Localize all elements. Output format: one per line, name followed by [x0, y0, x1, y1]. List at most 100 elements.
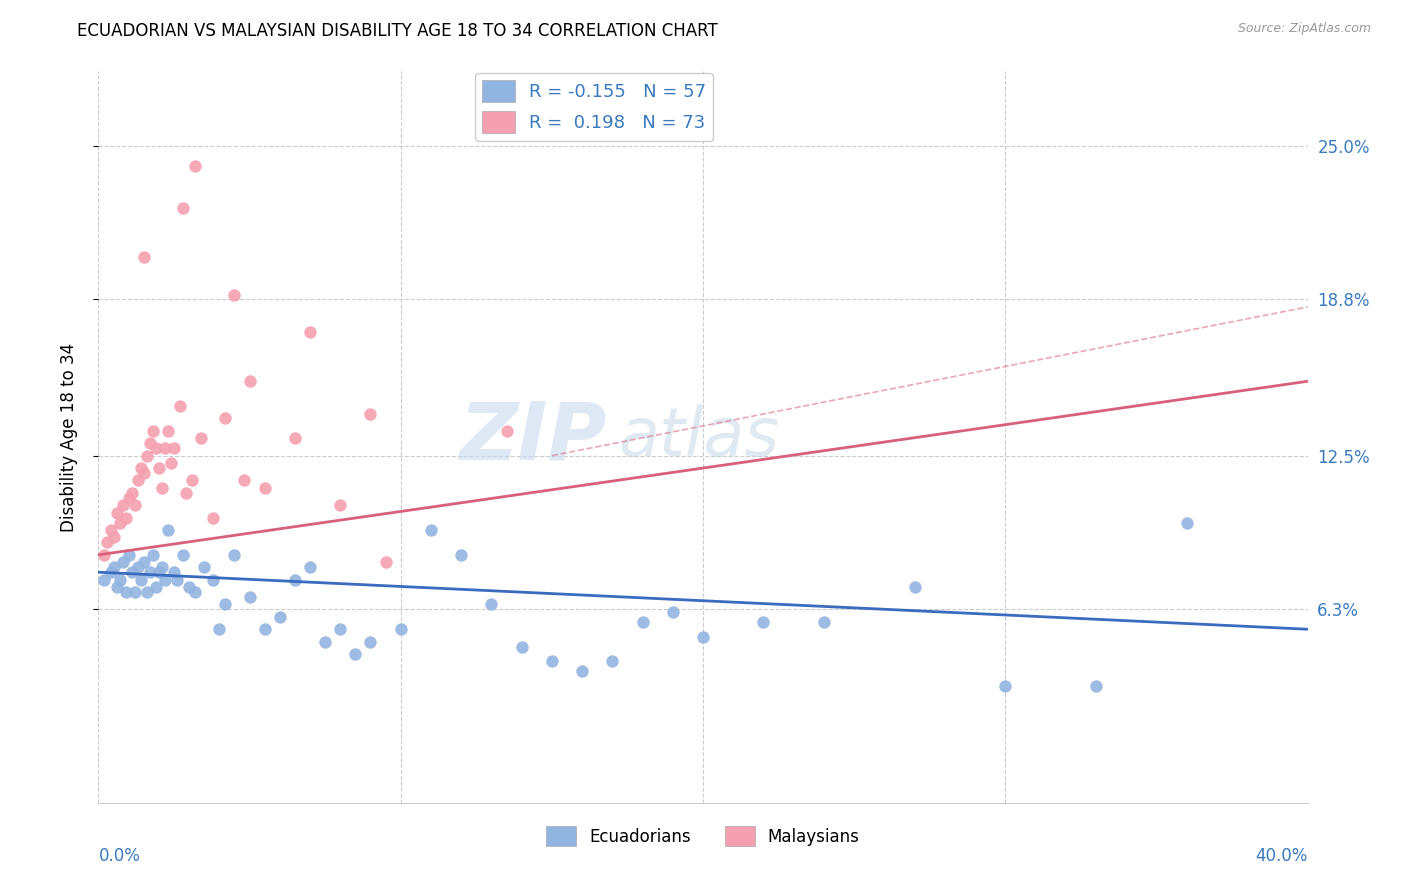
Point — [132, 466, 155, 480]
Text: Source: ZipAtlas.com: Source: ZipAtlas.com — [1237, 22, 1371, 36]
Point — [100, 565, 122, 579]
Point — [1175, 516, 1198, 530]
Point — [118, 548, 141, 562]
Point — [813, 615, 835, 629]
Point — [450, 548, 472, 562]
Point — [114, 510, 136, 524]
Point — [129, 573, 152, 587]
Point — [752, 615, 775, 629]
Point — [108, 573, 131, 587]
Point — [166, 573, 188, 587]
Point — [214, 411, 236, 425]
Text: ZIP: ZIP — [458, 398, 606, 476]
Point — [103, 560, 125, 574]
Point — [142, 548, 165, 562]
Point — [148, 565, 170, 579]
Point — [360, 634, 382, 648]
Point — [153, 573, 176, 587]
Point — [124, 498, 146, 512]
Point — [344, 647, 367, 661]
Point — [121, 486, 143, 500]
Point — [284, 431, 307, 445]
Point — [1085, 679, 1108, 693]
Point — [124, 585, 146, 599]
Point — [139, 565, 162, 579]
Point — [602, 655, 624, 669]
Point — [202, 510, 225, 524]
Text: ECUADORIAN VS MALAYSIAN DISABILITY AGE 18 TO 34 CORRELATION CHART: ECUADORIAN VS MALAYSIAN DISABILITY AGE 1… — [77, 22, 718, 40]
Point — [174, 486, 197, 500]
Point — [111, 498, 134, 512]
Point — [214, 598, 236, 612]
Point — [193, 560, 215, 574]
Point — [163, 565, 186, 579]
Point — [510, 640, 533, 654]
Point — [495, 424, 517, 438]
Point — [571, 665, 593, 679]
Y-axis label: Disability Age 18 to 34: Disability Age 18 to 34 — [59, 343, 77, 532]
Point — [481, 598, 503, 612]
Point — [139, 436, 162, 450]
Point — [150, 481, 173, 495]
Point — [132, 555, 155, 569]
Point — [111, 555, 134, 569]
Point — [163, 442, 186, 456]
Point — [121, 565, 143, 579]
Point — [148, 461, 170, 475]
Point — [127, 560, 149, 574]
Point — [184, 585, 207, 599]
Point — [156, 424, 179, 438]
Legend: Ecuadorians, Malaysians: Ecuadorians, Malaysians — [540, 820, 866, 853]
Point — [631, 615, 654, 629]
Point — [269, 610, 291, 624]
Point — [172, 548, 194, 562]
Point — [540, 655, 562, 669]
Point — [184, 159, 207, 173]
Point — [190, 431, 212, 445]
Point — [181, 474, 204, 488]
Point — [153, 442, 176, 456]
Point — [253, 481, 276, 495]
Point — [420, 523, 443, 537]
Point — [208, 622, 231, 636]
Point — [169, 399, 191, 413]
Point — [329, 498, 352, 512]
Point — [904, 580, 927, 594]
Point — [389, 622, 412, 636]
Text: atlas: atlas — [619, 404, 779, 470]
Point — [105, 506, 128, 520]
Point — [179, 580, 201, 594]
Point — [232, 474, 254, 488]
Point — [661, 605, 683, 619]
Point — [299, 560, 322, 574]
Point — [172, 201, 194, 215]
Point — [994, 679, 1017, 693]
Point — [299, 325, 322, 339]
Point — [93, 548, 115, 562]
Point — [239, 374, 262, 388]
Point — [135, 449, 157, 463]
Point — [96, 535, 118, 549]
Point — [105, 580, 128, 594]
Point — [114, 585, 136, 599]
Point — [160, 456, 183, 470]
Point — [93, 573, 115, 587]
Point — [253, 622, 276, 636]
Point — [692, 630, 714, 644]
Point — [374, 555, 396, 569]
Point — [145, 580, 167, 594]
Point — [150, 560, 173, 574]
Point — [100, 523, 122, 537]
Point — [329, 622, 352, 636]
Point — [132, 250, 155, 264]
Point — [284, 573, 307, 587]
Point — [360, 407, 382, 421]
Point — [142, 424, 165, 438]
Point — [108, 516, 131, 530]
Point — [145, 442, 167, 456]
Point — [129, 461, 152, 475]
Text: 40.0%: 40.0% — [1256, 847, 1308, 864]
Point — [239, 590, 262, 604]
Point — [202, 573, 225, 587]
Point — [314, 634, 336, 648]
